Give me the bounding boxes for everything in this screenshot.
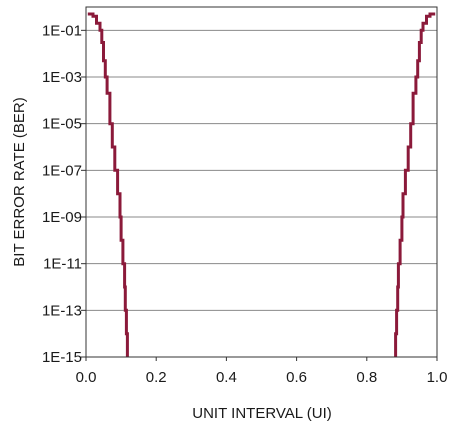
- right-ber-curve: [394, 12, 436, 357]
- y-tick-label: 1E-05: [42, 116, 82, 133]
- x-tick-label: 0.2: [146, 369, 167, 386]
- x-axis-ticks: 0.0 0.2 0.4 0.6 0.8 1.0: [76, 357, 448, 386]
- y-tick-label: 1E-01: [42, 22, 82, 39]
- x-tick-label: 0.8: [356, 369, 377, 386]
- plot-frame: [85, 6, 438, 358]
- y-axis-ticks: 1E-01 1E-03 1E-05 1E-07 1E-09 1E-11 1E-13 1E-15: [42, 22, 86, 366]
- gridlines: [86, 29, 437, 358]
- y-tick-label: 1E-15: [42, 349, 82, 366]
- x-axis-title: UNIT INTERVAL (UI): [192, 405, 331, 422]
- left-ber-curve: [87, 12, 129, 357]
- x-tick-label: 0.4: [216, 369, 237, 386]
- x-tick-label: 1.0: [427, 369, 448, 386]
- y-axis-title: BIT ERROR RATE (BER): [11, 97, 28, 266]
- series-group: [87, 12, 436, 357]
- y-tick-label: 1E-07: [42, 162, 82, 179]
- x-tick-label: 0.0: [76, 369, 97, 386]
- y-tick-label: 1E-13: [42, 302, 82, 319]
- y-tick-label: 1E-11: [43, 256, 82, 273]
- y-tick-label: 1E-09: [42, 209, 82, 226]
- y-tick-label: 1E-03: [42, 69, 82, 86]
- x-tick-label: 0.6: [286, 369, 307, 386]
